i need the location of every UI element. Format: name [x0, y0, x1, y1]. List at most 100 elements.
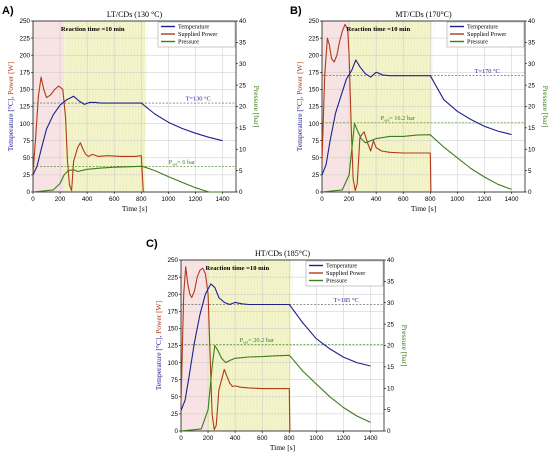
chart-c-ytick-left-label: 50	[171, 394, 179, 401]
chart-a-legend-label: Supplied Power	[178, 31, 217, 38]
chart-c-setpoint-pressure-label: Pset= 20.2 bar	[240, 337, 275, 345]
chart-b-xtick-label: 800	[425, 196, 436, 203]
chart-c-title: HT/CDs (185°C)	[255, 249, 310, 258]
chart-b-y-axis-right-label: Pressure [bar]	[541, 86, 550, 128]
chart-c-ytick-left-label: 200	[167, 291, 178, 298]
chart-c-legend-label: Pressure	[326, 278, 347, 285]
chart-a-ytick-right-label: 40	[239, 18, 247, 25]
chart-c-xtick-label: 800	[284, 435, 295, 442]
panel-letter-a: A)	[2, 5, 14, 17]
chart-c-y-axis-right-label: Pressure [bar]	[400, 325, 409, 367]
chart-b-ytick-right-label: 15	[528, 125, 536, 132]
chart-c-setpoint-temp-label: T=185 °C	[334, 297, 359, 304]
chart-b-xtick-label: 1400	[504, 196, 519, 203]
chart-c-legend-label: Supplied Power	[326, 270, 365, 277]
chart-a-xtick-label: 0	[31, 196, 35, 203]
chart-a-legend-label: Temperature	[178, 24, 209, 31]
chart-a-xtick-label: 800	[136, 196, 147, 203]
chart-b-ytick-left-label: 50	[312, 155, 320, 162]
chart-b-ytick-left-label: 125	[308, 104, 319, 111]
chart-a-series-temperature	[32, 95, 223, 176]
chart-b-legend-label: Supplied Power	[467, 31, 506, 38]
chart-c-ytick-left-label: 250	[167, 257, 178, 264]
chart-a-xtick-label: 200	[55, 196, 66, 203]
chart-c-xtick-label: 1200	[336, 435, 351, 442]
chart-c-ytick-right-label: 0	[387, 428, 391, 435]
chart-c-ytick-right-label: 40	[387, 257, 395, 264]
chart-a-setpoint-pressure-sub: set	[172, 161, 178, 166]
chart-c-ytick-right-label: 10	[387, 385, 395, 392]
chart-c-ytick-right-label: 30	[387, 300, 395, 307]
chart-c-legend-label: Temperature	[326, 263, 357, 270]
chart-b-series-pressure	[321, 123, 512, 193]
chart-a-ytick-right-label: 0	[239, 189, 243, 196]
chart-a-y-axis-left-label-temperature: Temperature [°C],	[6, 95, 15, 151]
chart-b-xtick-label: 0	[320, 196, 324, 203]
chart-c-ytick-left-label: 25	[171, 411, 179, 418]
chart-b-ytick-left-label: 250	[308, 18, 319, 25]
chart-a-xtick-label: 600	[109, 196, 120, 203]
chart-b-setpoint-pressure-label: Pset= 16.2 bar	[381, 115, 416, 123]
panel-letter-b: B)	[290, 5, 302, 17]
chart-b-ytick-left-label: 0	[315, 189, 319, 196]
chart-a-y-axis-left-label-power: Power [W]	[6, 62, 15, 95]
chart-b-series-temperature	[321, 59, 512, 176]
chart-a-series-power	[32, 76, 144, 193]
chart-c-xtick-label: 600	[257, 435, 268, 442]
chart-a: 0 25 50 75 100 125 150 175 200 225 250 0 5 10 15 20 25 30…	[6, 10, 261, 213]
chart-c-xtick-label: 1000	[309, 435, 324, 442]
chart-b-ytick-right-label: 35	[528, 40, 536, 47]
chart-b: 0 25 50 75 100 125 150 175 200 225 250 0 5 10 15 20 25 30…	[295, 10, 550, 213]
chart-a-xtick-label: 1200	[188, 196, 203, 203]
chart-b-setpoint-pressure-sub: set	[384, 118, 390, 123]
chart-a-xtick-label: 1000	[161, 196, 176, 203]
chart-a-ytick-left-label: 200	[19, 52, 30, 59]
chart-b-ytick-left-label: 150	[308, 87, 319, 94]
chart-b-setpoint-temp-label: T=170 °C	[475, 68, 500, 75]
chart-c-ytick-left-label: 150	[167, 326, 178, 333]
panel-letter-c: C)	[146, 238, 158, 250]
chart-b-ytick-left-label: 75	[312, 138, 320, 145]
chart-b-xtick-label: 400	[371, 196, 382, 203]
chart-a-ytick-left-label: 75	[23, 138, 31, 145]
chart-a-y-axis-right-label: Pressure [bar]	[252, 86, 261, 128]
chart-c-series-temperature	[180, 283, 371, 411]
chart-a-ytick-left-label: 125	[19, 104, 30, 111]
chart-b-ytick-left-label: 25	[312, 172, 320, 179]
chart-b-xtick-label: 200	[344, 196, 355, 203]
chart-a-xtick-label: 400	[82, 196, 93, 203]
chart-a-series-pressure	[32, 165, 223, 193]
chart-a-ytick-right-label: 10	[239, 146, 247, 153]
chart-c-ytick-right-label: 5	[387, 407, 391, 414]
chart-b-ytick-left-label: 175	[308, 70, 319, 77]
chart-a-xtick-label: 1400	[215, 196, 230, 203]
chart-c-y-axis-left-label: Temperature [°C], Power [W]	[154, 301, 163, 391]
chart-a-setpoint-pressure-value: = 6 bar	[177, 159, 196, 166]
chart-a-setpoint-pressure-p: P	[169, 159, 173, 166]
chart-c-ytick-left-label: 100	[167, 360, 178, 367]
chart-c-ytick-left-label: 125	[167, 343, 178, 350]
chart-a-ytick-right-label: 5	[239, 168, 243, 175]
chart-a-x-axis-label: Time [s]	[122, 204, 147, 213]
chart-a-ytick-left-label: 250	[19, 18, 30, 25]
chart-c-xtick-label: 1400	[363, 435, 378, 442]
chart-a-ytick-left-label: 100	[19, 121, 30, 128]
chart-b-title: MT/CDs (170°C)	[395, 10, 452, 19]
chart-c-ytick-right-label: 15	[387, 364, 395, 371]
chart-c-reaction-time-label: Reaction time =10 min	[206, 265, 270, 272]
chart-a-ytick-left-label: 50	[23, 155, 31, 162]
chart-c-y-axis-left-label-temperature: Temperature [°C],	[154, 334, 163, 390]
chart-c: 0 25 50 75 100 125 150 175 200 225 250 0 5 10 15 20 25 30…	[154, 249, 409, 452]
chart-a-ytick-left-label: 0	[26, 189, 30, 196]
chart-c-setpoint-pressure-value: = 20.2 bar	[248, 337, 275, 344]
chart-a-ytick-left-label: 225	[19, 35, 30, 42]
chart-c-xtick-label: 0	[179, 435, 183, 442]
chart-c-setpoint-pressure-sub: set	[243, 340, 249, 345]
chart-a-setpoint-pressure-label: Pset= 6 bar	[169, 159, 196, 167]
chart-b-x-axis-label: Time [s]	[411, 204, 436, 213]
chart-c-ytick-right-label: 35	[387, 279, 395, 286]
chart-a-ytick-right-label: 35	[239, 40, 247, 47]
chart-b-xtick-label: 600	[398, 196, 409, 203]
chart-a-y-axis-left-label: Temperature [°C], Power [W]	[6, 62, 15, 152]
